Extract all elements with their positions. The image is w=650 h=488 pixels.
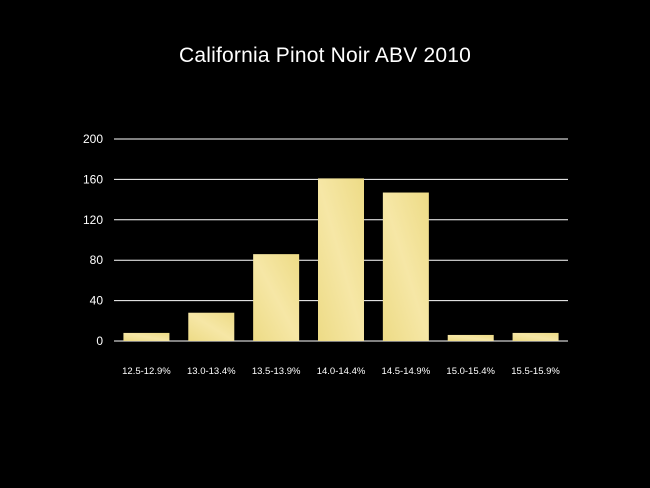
bars: [123, 178, 559, 341]
bar-14.0-14.4%: [318, 178, 364, 341]
y-tick-label: 120: [83, 213, 103, 227]
x-tick-label: 15.0-15.4%: [446, 366, 495, 377]
y-axis-ticks: 0 40 80 120 160 200: [83, 132, 103, 348]
x-tick-label: 12.5-12.9%: [122, 366, 171, 377]
y-tick-label: 160: [83, 172, 103, 186]
chart-title: California Pinot Noir ABV 2010: [179, 44, 471, 67]
bar-13.0-13.4%: [188, 312, 235, 341]
x-tick-label: 13.0-13.4%: [187, 366, 236, 377]
x-axis-ticks: 12.5-12.9% 13.0-13.4% 13.5-13.9% 14.0-14.4%…: [122, 366, 560, 377]
bar-13.5-13.9%: [253, 254, 300, 341]
bar-15.0-15.4%: [447, 334, 494, 341]
x-tick-label: 13.5-13.9%: [252, 366, 301, 377]
y-tick-label: 40: [90, 294, 104, 308]
y-tick-label: 80: [90, 253, 104, 267]
x-tick-label: 14.5-14.9%: [382, 366, 431, 377]
bar-15.5-15.9%: [512, 332, 559, 341]
x-tick-label: 15.5-15.9%: [511, 366, 560, 377]
bar-14.5-14.9%: [382, 192, 429, 341]
bar-12.5-12.9%: [123, 332, 170, 341]
y-tick-label: 0: [96, 334, 103, 348]
y-tick-label: 200: [83, 132, 103, 146]
x-tick-label: 14.0-14.4%: [317, 366, 366, 377]
